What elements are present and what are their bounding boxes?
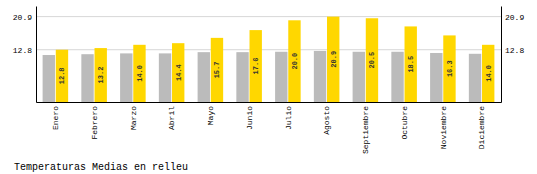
y-tick: 12.8	[505, 46, 524, 55]
axis-line	[37, 102, 502, 103]
bar	[366, 18, 378, 102]
bar	[469, 54, 481, 102]
x-tick-label: Junio	[245, 106, 254, 130]
x-tick-label: Noviembre	[439, 106, 448, 149]
y-tick-label: 12.8	[13, 46, 32, 55]
y-tick-label: 20.9	[505, 13, 524, 22]
data-label: 15.7	[213, 62, 221, 79]
bar	[159, 53, 171, 102]
bar	[353, 52, 365, 102]
bar	[327, 17, 339, 102]
data-label: 20.0	[291, 53, 299, 70]
x-tick-label: Julio	[284, 106, 293, 130]
bars	[43, 17, 495, 102]
x-tick-label: Diciembre	[477, 106, 486, 149]
data-label: 17.6	[252, 58, 260, 75]
bar	[43, 55, 55, 102]
grid-line	[36, 16, 501, 17]
x-tick-label: Agosto	[322, 106, 331, 135]
x-tick: Marzo	[129, 106, 138, 130]
y-tick: 20.9	[505, 13, 524, 22]
bar-series	[56, 17, 495, 102]
bar	[95, 48, 107, 102]
x-tick: Julio	[284, 106, 293, 130]
x-tick: Enero	[51, 106, 60, 130]
x-tick-label: Septiembre	[361, 106, 370, 154]
y-axis: 12.8 20.9	[13, 7, 37, 103]
x-tick: Abril	[167, 106, 176, 130]
axis-line	[36, 7, 37, 103]
chart-svg: 12.8 13.2 14.0 14.4 15.7 17.6 20.0 20.9 20.5 18.5…	[0, 0, 537, 174]
x-tick-label: Marzo	[129, 106, 138, 130]
data-label: 20.5	[368, 52, 376, 69]
x-tick: Noviembre	[439, 106, 448, 149]
y-tick-label: 20.9	[13, 13, 32, 22]
x-tick-label: Febrero	[90, 106, 99, 140]
bar	[133, 45, 145, 102]
bar	[211, 38, 223, 102]
axis-line	[501, 7, 502, 103]
x-tick-label: Mayo	[206, 106, 215, 125]
bar	[236, 52, 248, 102]
bar	[198, 52, 210, 102]
data-label: 14.0	[485, 65, 493, 82]
x-axis: Enero Febrero Marzo Abril Mayo Junio Julio Agos…	[37, 103, 502, 155]
bar	[275, 52, 287, 102]
x-tick-label: Enero	[51, 106, 60, 130]
bar	[81, 54, 93, 102]
x-tick: Junio	[245, 106, 254, 130]
data-label: 12.8	[58, 67, 66, 84]
bar	[56, 50, 68, 102]
data-labels: 12.8 13.2 14.0 14.4 15.7 17.6 20.0 20.9 20.5 18.5…	[58, 51, 492, 84]
data-label: 14.4	[175, 64, 183, 81]
bar	[250, 30, 262, 102]
y2-axis: 12.8 20.9	[502, 7, 525, 103]
title: Temperaturas Medias en relleu	[14, 162, 188, 173]
bar	[430, 53, 442, 102]
x-tick: Diciembre	[477, 106, 486, 149]
bar	[443, 35, 455, 102]
x-tick: Febrero	[90, 106, 99, 140]
bar	[172, 43, 184, 102]
bar	[391, 52, 403, 102]
data-label: 14.0	[136, 65, 144, 82]
y-tick-label: 12.8	[505, 46, 524, 55]
bar	[482, 45, 494, 102]
x-tick: Mayo	[206, 106, 215, 125]
bar	[120, 53, 132, 102]
y-tick: 12.8	[13, 46, 32, 55]
data-label: 18.5	[407, 56, 415, 73]
bar	[405, 26, 417, 102]
x-tick: Agosto	[322, 106, 331, 135]
x-tick: Octubre	[400, 106, 409, 140]
x-tick-label: Abril	[167, 106, 176, 130]
chart-container: 12.8 13.2 14.0 14.4 15.7 17.6 20.0 20.9 20.5 18.5…	[0, 0, 537, 174]
grid	[36, 17, 501, 50]
bar	[314, 51, 326, 102]
x-tick: Septiembre	[361, 106, 370, 154]
data-label: 13.2	[97, 67, 105, 84]
bar	[288, 20, 300, 102]
y-tick: 20.9	[13, 13, 32, 22]
x-tick-label: Octubre	[400, 106, 409, 140]
data-label: 16.3	[446, 60, 454, 77]
data-label: 20.9	[330, 51, 338, 68]
